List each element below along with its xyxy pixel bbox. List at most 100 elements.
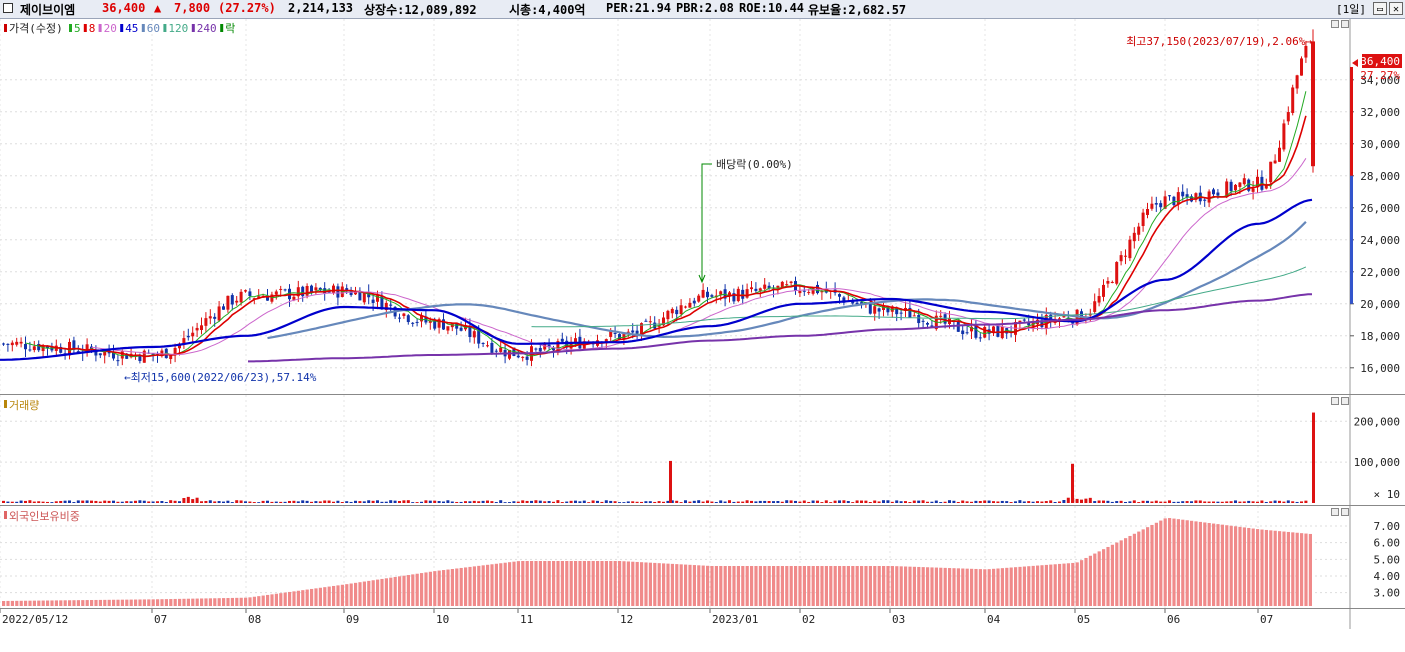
volume-bar <box>239 500 243 503</box>
volume-bar <box>200 501 203 503</box>
current-pct-label: 27.27% <box>1360 69 1400 82</box>
candle-body <box>1163 196 1167 209</box>
volume-bar <box>516 501 520 503</box>
volume-bar <box>877 501 881 503</box>
volume-bar <box>578 501 582 503</box>
candle-body <box>965 332 969 334</box>
volume-bar <box>719 500 723 503</box>
foreign-bar <box>415 573 419 606</box>
volume-bar <box>1027 501 1031 503</box>
close-icon[interactable]: ✕ <box>1389 2 1403 15</box>
legend-label-6: 120 <box>168 22 188 35</box>
candle-body <box>798 290 802 294</box>
volume-bar <box>895 500 899 503</box>
volume-bar <box>679 502 683 503</box>
foreign-bar <box>1005 567 1009 606</box>
volume-bar <box>1014 501 1017 503</box>
foreign-bar <box>626 561 630 606</box>
foreign-bar <box>666 563 670 606</box>
select-checkbox[interactable] <box>3 3 13 13</box>
volume-bar <box>939 502 943 503</box>
foreign-bar <box>1260 529 1264 606</box>
candle-body <box>195 327 199 331</box>
candle-body <box>917 315 921 324</box>
foreign-bar <box>283 592 287 606</box>
candle-body <box>763 284 767 289</box>
foreign-bar <box>978 569 982 606</box>
foreign-bar <box>1097 551 1101 606</box>
volume-bar <box>838 500 841 503</box>
volume-bar <box>785 500 789 503</box>
volume-bar <box>1286 500 1290 503</box>
candle-body <box>376 295 379 302</box>
foreign-bar <box>208 598 212 606</box>
candle-body <box>609 331 613 337</box>
candle-body <box>481 342 485 344</box>
volume-bar <box>1022 501 1026 503</box>
period-selector[interactable]: [1일] <box>1336 3 1366 16</box>
volume-bar <box>618 502 621 503</box>
foreign-bar <box>811 566 815 606</box>
volume-panel-minimize-icon[interactable] <box>1331 397 1339 405</box>
candle-body <box>516 355 520 358</box>
foreign-bar <box>169 599 173 606</box>
candle-body <box>1119 255 1123 262</box>
foreign-bar <box>1212 523 1216 606</box>
axis-down-band <box>1350 175 1353 304</box>
price-change-pct: (27.27%) <box>218 1 276 15</box>
foreign-panel-minimize-icon[interactable] <box>1331 508 1339 516</box>
foreign-bar <box>1036 565 1040 606</box>
foreign-bar <box>714 566 718 606</box>
volume-bar <box>288 500 291 503</box>
foreign-bar <box>1080 560 1084 606</box>
volume-bar <box>670 500 674 503</box>
foreign-bar <box>508 562 512 606</box>
foreign-bar <box>1172 518 1176 606</box>
foreign-bar <box>116 599 120 606</box>
foreign-bar <box>173 598 177 606</box>
current-price: 36,400 <box>102 1 146 15</box>
minimize-icon[interactable]: ▭ <box>1373 2 1387 15</box>
foreign-bar <box>569 561 573 606</box>
volume-bar <box>1115 501 1119 503</box>
volume-panel-close-icon[interactable] <box>1341 397 1349 405</box>
candle-body <box>842 297 846 303</box>
volume-bar <box>1075 498 1079 503</box>
foreign-bar <box>798 566 802 606</box>
candle-body <box>15 341 19 345</box>
foreign-bar <box>1018 566 1022 606</box>
foreign-bar <box>1203 522 1207 606</box>
foreign-bar <box>380 578 384 606</box>
x-tick-label: 04 <box>987 613 1001 626</box>
volume-bar <box>169 500 173 503</box>
volume-bar <box>345 501 349 503</box>
foreign-panel-close-icon[interactable] <box>1341 508 1349 516</box>
candle-body <box>1269 161 1273 183</box>
volume-bar <box>195 497 199 503</box>
legend-label-3: 20 <box>104 22 117 35</box>
price-tick-label: 20,000 <box>1360 298 1400 311</box>
foreign-bar <box>103 599 107 606</box>
foreign-bar <box>1247 527 1251 606</box>
volume-bar <box>565 501 569 503</box>
volume-bar <box>459 501 463 503</box>
foreign-tick-label: 7.00 <box>1374 520 1401 533</box>
foreign-bar <box>59 600 63 606</box>
volume-bar <box>1009 502 1013 503</box>
foreign-bars <box>2 518 1312 606</box>
volume-bar <box>6 501 10 503</box>
foreign-bar <box>1234 526 1238 606</box>
foreign-bar <box>591 561 595 606</box>
foreign-bar <box>934 567 938 606</box>
foreign-bar <box>239 597 243 606</box>
foreign-bar <box>129 599 133 606</box>
panel-minimize-icon[interactable] <box>1331 20 1339 28</box>
market-cap: 시총:4,400억 <box>509 3 586 17</box>
candle-body <box>1234 184 1237 191</box>
volume-bar <box>468 501 472 503</box>
volume-chart: 100,000 200,000 × 10 거래량 <box>0 395 1400 505</box>
foreign-bar <box>200 598 204 606</box>
panel-close-icon[interactable] <box>1341 20 1349 28</box>
candle-body <box>657 325 661 327</box>
foreign-bar <box>635 561 639 606</box>
